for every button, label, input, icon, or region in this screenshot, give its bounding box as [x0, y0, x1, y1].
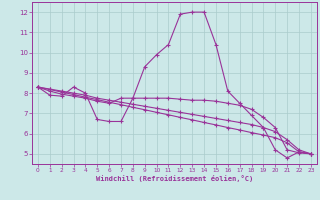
X-axis label: Windchill (Refroidissement éolien,°C): Windchill (Refroidissement éolien,°C) [96, 175, 253, 182]
